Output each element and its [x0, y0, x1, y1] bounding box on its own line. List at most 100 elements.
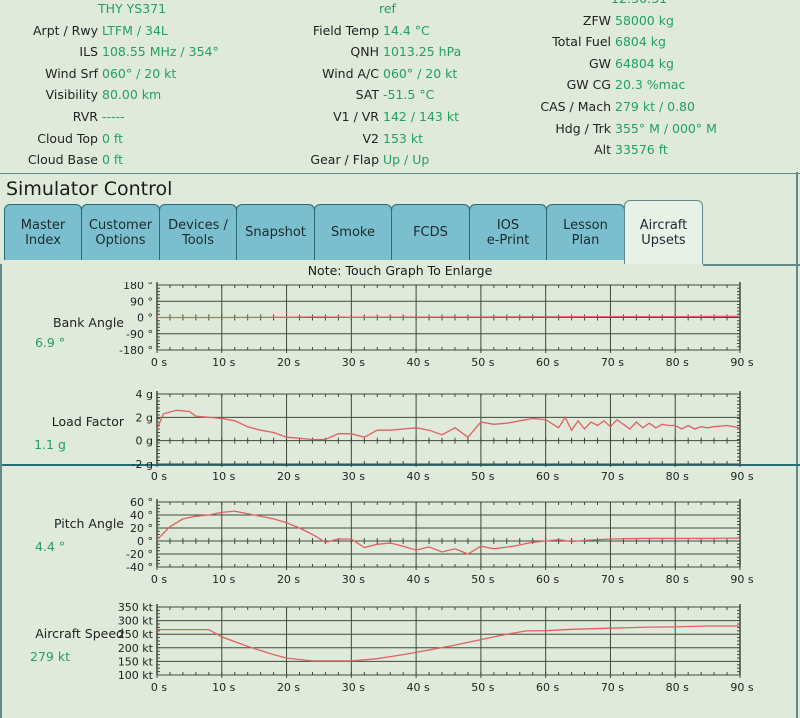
svg-text:-180 °: -180 °: [119, 344, 153, 357]
info-value: 20.3 %mac: [615, 77, 686, 93]
svg-text:180 °: 180 °: [123, 282, 153, 292]
svg-text:50 s: 50 s: [471, 681, 494, 694]
svg-text:10 s: 10 s: [212, 573, 235, 586]
info-value: -----: [102, 108, 125, 124]
chart-current-value: 6.9 °: [34, 335, 66, 350]
svg-text:20 s: 20 s: [277, 573, 300, 586]
info-label: Cloud Base: [27, 152, 98, 168]
info-value: 0 ft: [102, 130, 124, 146]
svg-text:-90 °: -90 °: [126, 328, 153, 341]
info-value: 142 / 143 kt: [383, 108, 459, 124]
svg-text:20 s: 20 s: [277, 356, 300, 369]
tab-master-index[interactable]: Master Index: [4, 204, 82, 260]
chart-title: Pitch Angle: [54, 516, 124, 531]
info-value: 060° / 20 kt: [383, 65, 458, 81]
info-label: CAS / Mach: [540, 98, 611, 114]
info-value: 279 kt / 0.80: [615, 98, 695, 114]
info-value: 58000 kg: [615, 12, 674, 28]
tab-bar: Master Index Customer Options Devices / Too…: [0, 200, 800, 466]
svg-text:2 g: 2 g: [136, 411, 153, 424]
svg-text:30 s: 30 s: [342, 681, 365, 694]
svg-text:40 s: 40 s: [406, 470, 429, 483]
info-label: GW: [588, 55, 611, 71]
info-value: Up / Up: [383, 152, 430, 168]
info-value: 1013.25 hPa: [383, 44, 462, 60]
chart-plot[interactable]: 60 °40 °20 °0 °-20 °-40 °0 s 10 s 20 s 30 s…: [0, 494, 800, 589]
info-label: ILS: [79, 44, 98, 60]
info-label: Hdg / Trk: [555, 120, 611, 136]
svg-text:150 kt: 150 kt: [118, 655, 154, 668]
svg-text:250 kt: 250 kt: [118, 628, 154, 641]
svg-text:70 s: 70 s: [601, 356, 624, 369]
chart-current-value: 1.1 g: [34, 437, 66, 452]
divider: [0, 173, 800, 174]
svg-text:-2 g: -2 g: [132, 458, 153, 471]
svg-text:30 s: 30 s: [342, 356, 365, 369]
bank-angle-graph[interactable]: Bank Angle 6.9 ° 180 ° 90 ° 0 ° -90 ° -180 °…: [0, 282, 800, 377]
info-value: LTFM / 34L: [102, 22, 168, 38]
svg-text:40 s: 40 s: [406, 356, 429, 369]
info-value: 64804 kg: [615, 55, 674, 71]
svg-text:30 s: 30 s: [342, 470, 365, 483]
tab-fcds[interactable]: FCDS: [391, 204, 470, 260]
clock: 12:30:31: [611, 0, 667, 6]
svg-text:70 s: 70 s: [601, 470, 624, 483]
svg-text:60 s: 60 s: [536, 356, 559, 369]
tab-customer-options[interactable]: Customer Options: [81, 204, 160, 260]
svg-text:50 s: 50 s: [471, 356, 494, 369]
info-value: 33576 ft: [615, 142, 668, 158]
flight-id: THY YS371: [98, 1, 167, 16]
chart-title: Aircraft Speed: [35, 626, 124, 641]
chart-plot[interactable]: 180 ° 90 ° 0 ° -90 ° -180 °0 s 10 s 20 s 30 s 40…: [0, 282, 800, 377]
tab-snapshot[interactable]: Snapshot: [236, 204, 315, 260]
graph-note: Note: Touch Graph To Enlarge: [307, 263, 493, 278]
info-label: ZFW: [582, 12, 611, 28]
info-column-1: THY YS371 Arpt / Rwy LTFM / 34L ILS 108.55…: [0, 0, 219, 171]
tab-aircraft-upsets[interactable]: Aircraft Upsets: [624, 200, 703, 264]
svg-text:100 kt: 100 kt: [118, 669, 154, 682]
pitch-angle-graph[interactable]: Pitch Angle 4.4 ° 60 ° 40 ° 20 ° 0 ° -20 ° -4…: [0, 494, 800, 589]
tab-devices-tools[interactable]: Devices / Tools: [159, 204, 237, 260]
svg-text:40 °: 40 °: [130, 509, 153, 522]
svg-text:60 °: 60 °: [130, 496, 153, 509]
info-value: 0 ft: [102, 152, 124, 168]
info-label: QNH: [350, 44, 379, 60]
info-label: Visibility: [45, 87, 98, 103]
tab-lesson-plan[interactable]: Lesson Plan: [546, 204, 625, 260]
flight-info-panel: THY YS371 Arpt / Rwy LTFM / 34L ILS 108.55…: [0, 0, 800, 172]
aircraft-speed-graph[interactable]: Aircraft Speed 279 kt 350 kt 300 kt 250 kt…: [0, 600, 800, 700]
info-label: GW CG: [566, 77, 611, 93]
info-label: Wind Srf: [45, 65, 98, 81]
info-label: SAT: [355, 87, 379, 103]
svg-text:60 s: 60 s: [536, 470, 559, 483]
svg-text:30 s: 30 s: [342, 573, 365, 586]
svg-text:60 s: 60 s: [536, 573, 559, 586]
svg-text:10 s: 10 s: [212, 470, 235, 483]
tab-baseline: [0, 464, 800, 466]
svg-text:4 g: 4 g: [136, 390, 153, 401]
chart-title: Bank Angle: [53, 315, 124, 330]
svg-text:0 °: 0 °: [137, 535, 153, 548]
svg-text:10 s: 10 s: [212, 681, 235, 694]
info-value: 060° / 20 kt: [102, 65, 177, 81]
tab-smoke[interactable]: Smoke: [314, 204, 392, 260]
svg-text:20 °: 20 °: [130, 522, 153, 535]
info-label: Wind A/C: [322, 65, 379, 81]
svg-text:70 s: 70 s: [601, 681, 624, 694]
svg-text:40 s: 40 s: [406, 681, 429, 694]
svg-text:300 kt: 300 kt: [118, 615, 154, 628]
svg-text:50 s: 50 s: [471, 573, 494, 586]
svg-text:60 s: 60 s: [536, 681, 559, 694]
svg-text:-20 °: -20 °: [126, 548, 153, 561]
info-label: Alt: [594, 142, 611, 158]
info-value: 14.4 °C: [383, 22, 430, 38]
info-label: RVR: [72, 108, 98, 124]
info-label: Gear / Flap: [310, 152, 379, 168]
svg-text:0 s: 0 s: [151, 573, 167, 586]
svg-text:0 s: 0 s: [151, 356, 167, 369]
chart-plot[interactable]: 4 g 2 g 0 g -2 g0 s 10 s 20 s 30 s 40 s 50 s 60 s…: [0, 390, 800, 485]
svg-text:70 s: 70 s: [601, 573, 624, 586]
tab-ios-eprint[interactable]: IOS e-Print: [469, 204, 547, 260]
